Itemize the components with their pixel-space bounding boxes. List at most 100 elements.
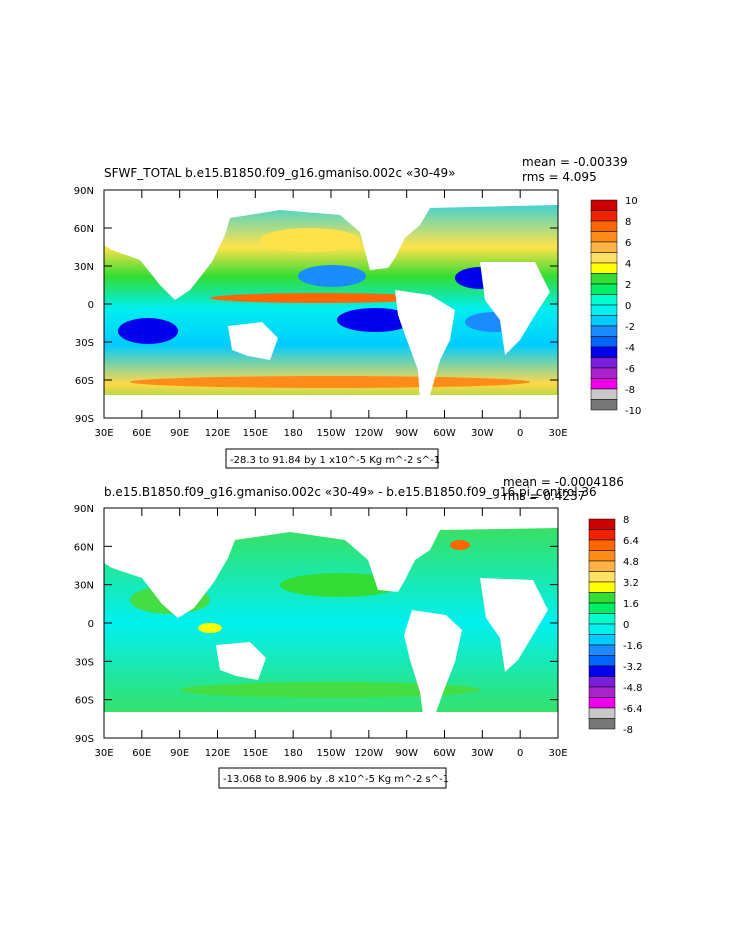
- x-tick-label: 90W: [395, 428, 418, 439]
- colorbar-swatch: [590, 399, 618, 411]
- panel-2-field-patch: [450, 540, 470, 550]
- panel-1-field-patch: [298, 265, 366, 287]
- colorbar-swatch: [590, 315, 618, 327]
- y-tick-label: 90S: [75, 734, 94, 745]
- y-tick-label: 90N: [74, 504, 94, 515]
- panel-2-rms: rms = 0.4237: [503, 489, 585, 503]
- x-tick-label: 30E: [548, 428, 567, 439]
- y-tick-label: 30N: [74, 262, 94, 273]
- colorbar-label: -4: [625, 343, 635, 354]
- colorbar-swatch: [588, 707, 616, 719]
- y-tick-label: 30S: [75, 338, 94, 349]
- colorbar-swatch: [590, 357, 618, 369]
- x-tick-label: 90E: [170, 428, 189, 439]
- colorbar-label: 6: [625, 238, 631, 249]
- land-mask: [395, 290, 455, 400]
- colorbar-swatch: [590, 273, 618, 285]
- panel-2-range-note: -13.068 to 8.906 by .8 x10^-5 Kg m^-2 s^…: [218, 767, 449, 789]
- colorbar-label: 1.6: [623, 599, 639, 610]
- colorbar-label: 0: [623, 620, 629, 631]
- colorbar-swatch: [588, 571, 616, 583]
- x-tick-label: 30E: [94, 428, 113, 439]
- colorbar-swatch: [588, 602, 616, 614]
- x-tick-label: 120E: [205, 428, 230, 439]
- colorbar-swatch: [590, 210, 618, 222]
- colorbar-label: 0: [625, 301, 631, 312]
- x-tick-label: 0: [517, 428, 523, 439]
- colorbar-label: -3.2: [623, 662, 643, 673]
- x-tick-label: 180: [284, 748, 303, 759]
- colorbar-label: 3.2: [623, 578, 639, 589]
- x-tick-label: 150W: [317, 748, 346, 759]
- colorbar-swatch: [588, 560, 616, 572]
- colorbar-swatch: [590, 336, 618, 348]
- colorbar-swatch: [590, 325, 618, 337]
- x-tick-label: 90E: [170, 748, 189, 759]
- colorbar-swatch: [588, 665, 616, 677]
- x-tick-label: 60W: [433, 428, 456, 439]
- colorbar-swatch: [590, 199, 618, 211]
- land-mask: [104, 190, 558, 300]
- panel-2: b.e15.B1850.f09_g16.gmaniso.002c «30-49»…: [74, 475, 643, 789]
- y-tick-label: 30N: [74, 581, 94, 592]
- colorbar-label: 8: [625, 217, 631, 228]
- colorbar-label: 2: [625, 280, 631, 291]
- panel-1-map: [104, 190, 558, 418]
- panel-1-colorbar: 10 8 6 4 2 0 -2 -4 -6 -8 -10: [590, 196, 641, 417]
- colorbar-swatch: [588, 686, 616, 698]
- colorbar-swatch: [588, 539, 616, 551]
- colorbar-label: 8: [623, 515, 629, 526]
- colorbar-swatch: [588, 613, 616, 625]
- panel-1-field-patch: [210, 293, 430, 303]
- panel-2-map: [104, 508, 558, 738]
- x-tick-label: 120W: [354, 428, 383, 439]
- x-tick-label: 120E: [205, 748, 230, 759]
- x-tick-label: 90W: [395, 748, 418, 759]
- y-tick-label: 60S: [75, 376, 94, 387]
- panel-2-axes: 30E 60E 90E 120E 150E 180 150W 120W 90W 60W 30W 0 30…: [74, 504, 568, 759]
- colorbar-label: 10: [625, 196, 638, 207]
- panel-2-field-patch: [280, 573, 400, 597]
- colorbar-label: -8: [623, 725, 633, 736]
- colorbar-swatch: [588, 529, 616, 541]
- colorbar-swatch: [588, 518, 616, 530]
- colorbar-swatch: [590, 262, 618, 274]
- panel-1-field-patch: [130, 376, 530, 388]
- panel-1-range-note: -28.3 to 91.84 by 1 x10^-5 Kg m^-2 s^-1: [225, 448, 440, 469]
- land-mask: [104, 508, 558, 618]
- panel-1-rms: rms = 4.095: [522, 170, 597, 184]
- colorbar-swatch: [590, 367, 618, 379]
- colorbar-label: -10: [625, 406, 641, 417]
- x-tick-label: 60E: [132, 748, 151, 759]
- panel-1-range-text: -28.3 to 91.84 by 1 x10^-5 Kg m^-2 s^-1: [230, 455, 440, 466]
- panel-2-range-text: -13.068 to 8.906 by .8 x10^-5 Kg m^-2 s^…: [223, 774, 449, 785]
- y-tick-label: 90N: [74, 186, 94, 197]
- x-tick-label: 150E: [243, 428, 268, 439]
- colorbar-swatch: [590, 388, 618, 400]
- y-tick-label: 90S: [75, 414, 94, 425]
- x-tick-label: 30E: [94, 748, 113, 759]
- panel-1-mean: mean = -0.00339: [522, 155, 628, 169]
- land-mask: [480, 262, 550, 355]
- colorbar-swatch: [590, 252, 618, 264]
- colorbar-swatch: [588, 718, 616, 730]
- y-tick-label: 60S: [75, 696, 94, 707]
- colorbar-swatch: [588, 592, 616, 604]
- colorbar-swatch: [588, 623, 616, 635]
- colorbar-label: -8: [625, 385, 635, 396]
- colorbar-label: -6.4: [623, 704, 643, 715]
- panel-2-field-patch: [198, 623, 222, 633]
- x-tick-label: 150E: [243, 748, 268, 759]
- colorbar-swatch: [588, 634, 616, 646]
- colorbar-swatch: [588, 655, 616, 667]
- panel-2-title: b.e15.B1850.f09_g16.gmaniso.002c «30-49»…: [104, 485, 597, 499]
- x-tick-label: 30E: [548, 748, 567, 759]
- panel-2-mean: mean = -0.0004186: [503, 475, 624, 489]
- panel-2-colorbar: 8 6.4 4.8 3.2 1.6 0 -1.6 -3.2 -4.8 -6.4 -8: [588, 515, 643, 736]
- panel-2-field-patch: [180, 682, 480, 698]
- colorbar-swatch: [588, 550, 616, 562]
- y-tick-label: 0: [88, 300, 94, 311]
- colorbar-swatch: [590, 283, 618, 295]
- colorbar-swatch: [588, 676, 616, 688]
